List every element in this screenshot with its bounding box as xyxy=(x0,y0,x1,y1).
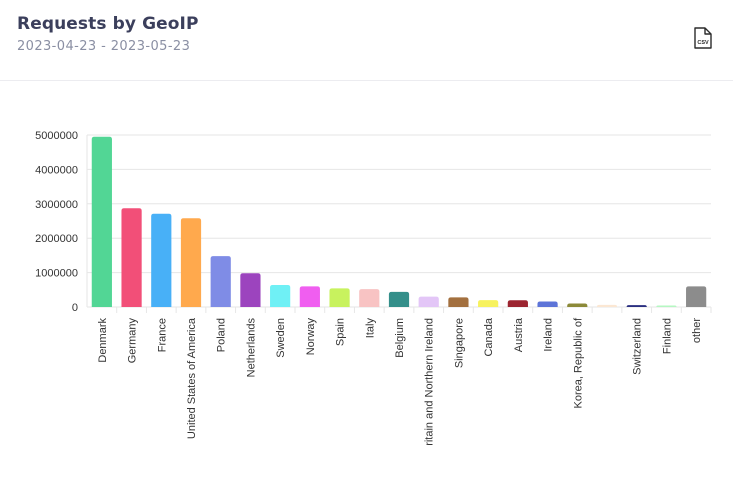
x-tick-label: Switzerland xyxy=(632,318,644,375)
bar[interactable] xyxy=(121,208,142,307)
y-tick-label: 3000000 xyxy=(35,199,78,211)
bar[interactable] xyxy=(388,291,410,307)
bar[interactable] xyxy=(448,297,469,307)
bar-chart: 0 1000000 2000000 3000000 4000000 5000000 Den… xyxy=(35,130,712,446)
x-tick-label: Belgium xyxy=(394,318,406,358)
csv-file-icon: CSV xyxy=(694,27,712,49)
y-tick-label: 1000000 xyxy=(35,268,78,280)
bar[interactable] xyxy=(299,286,320,307)
bar[interactable] xyxy=(418,296,439,307)
bar[interactable] xyxy=(596,304,618,307)
x-tick-label: Germany xyxy=(127,318,139,364)
card-header: Requests by GeoIP 2023-04-23 - 2023-05-2… xyxy=(0,0,733,81)
csv-export-button[interactable]: CSV xyxy=(692,26,714,50)
date-range: 2023-04-23 - 2023-05-23 xyxy=(17,39,191,54)
x-tick-label: Singapore xyxy=(453,318,465,368)
x-tick-label: Finland xyxy=(661,318,673,354)
bar[interactable] xyxy=(151,213,172,307)
bar[interactable] xyxy=(240,273,261,307)
x-tick-label: Spain xyxy=(335,318,347,346)
y-tick-label: 4000000 xyxy=(35,164,78,176)
y-tick-label: 2000000 xyxy=(35,233,78,245)
bars xyxy=(91,136,707,308)
bar[interactable] xyxy=(359,289,380,307)
bar[interactable] xyxy=(656,305,677,308)
bar[interactable] xyxy=(478,300,499,307)
x-tick-label: Austria xyxy=(513,317,525,352)
bar[interactable] xyxy=(567,303,588,307)
y-axis: 0 1000000 2000000 3000000 4000000 5000000 xyxy=(35,130,78,314)
bar[interactable] xyxy=(329,288,350,307)
x-tick-label: Poland xyxy=(216,318,228,352)
bar[interactable] xyxy=(180,218,202,307)
bar[interactable] xyxy=(270,284,291,307)
x-tick-label: Canada xyxy=(483,317,495,356)
bar[interactable] xyxy=(507,300,528,307)
x-tick-label: Norway xyxy=(305,318,317,356)
x-axis: Denmark Germany France United States of Ame… xyxy=(97,317,703,446)
x-tick-label: Sweden xyxy=(275,318,287,358)
chart-area: 0 1000000 2000000 3000000 4000000 5000000 Den… xyxy=(0,82,733,485)
y-tick-label: 5000000 xyxy=(35,130,78,142)
x-tick-label: Denmark xyxy=(97,318,109,363)
x-tick-label: France xyxy=(156,318,168,352)
x-tick-label: United States of America xyxy=(186,317,198,439)
chart-title: Requests by GeoIP xyxy=(17,14,199,34)
y-tick-label: 0 xyxy=(72,302,78,314)
x-tick-label: ritain and Northern Ireland xyxy=(424,318,436,446)
x-tick-label: Netherlands xyxy=(245,318,257,378)
bar[interactable] xyxy=(686,286,707,307)
x-tick-label: Ireland xyxy=(543,318,555,352)
x-tick-label: other xyxy=(691,318,703,343)
gridlines xyxy=(86,134,712,313)
x-tick-label: Korea, Republic of xyxy=(572,317,584,408)
csv-icon-label: CSV xyxy=(697,40,709,46)
bar[interactable] xyxy=(91,136,112,307)
bar[interactable] xyxy=(210,256,231,307)
x-tick-label: Italy xyxy=(364,318,376,339)
bar[interactable] xyxy=(537,301,558,307)
bar[interactable] xyxy=(626,305,647,307)
